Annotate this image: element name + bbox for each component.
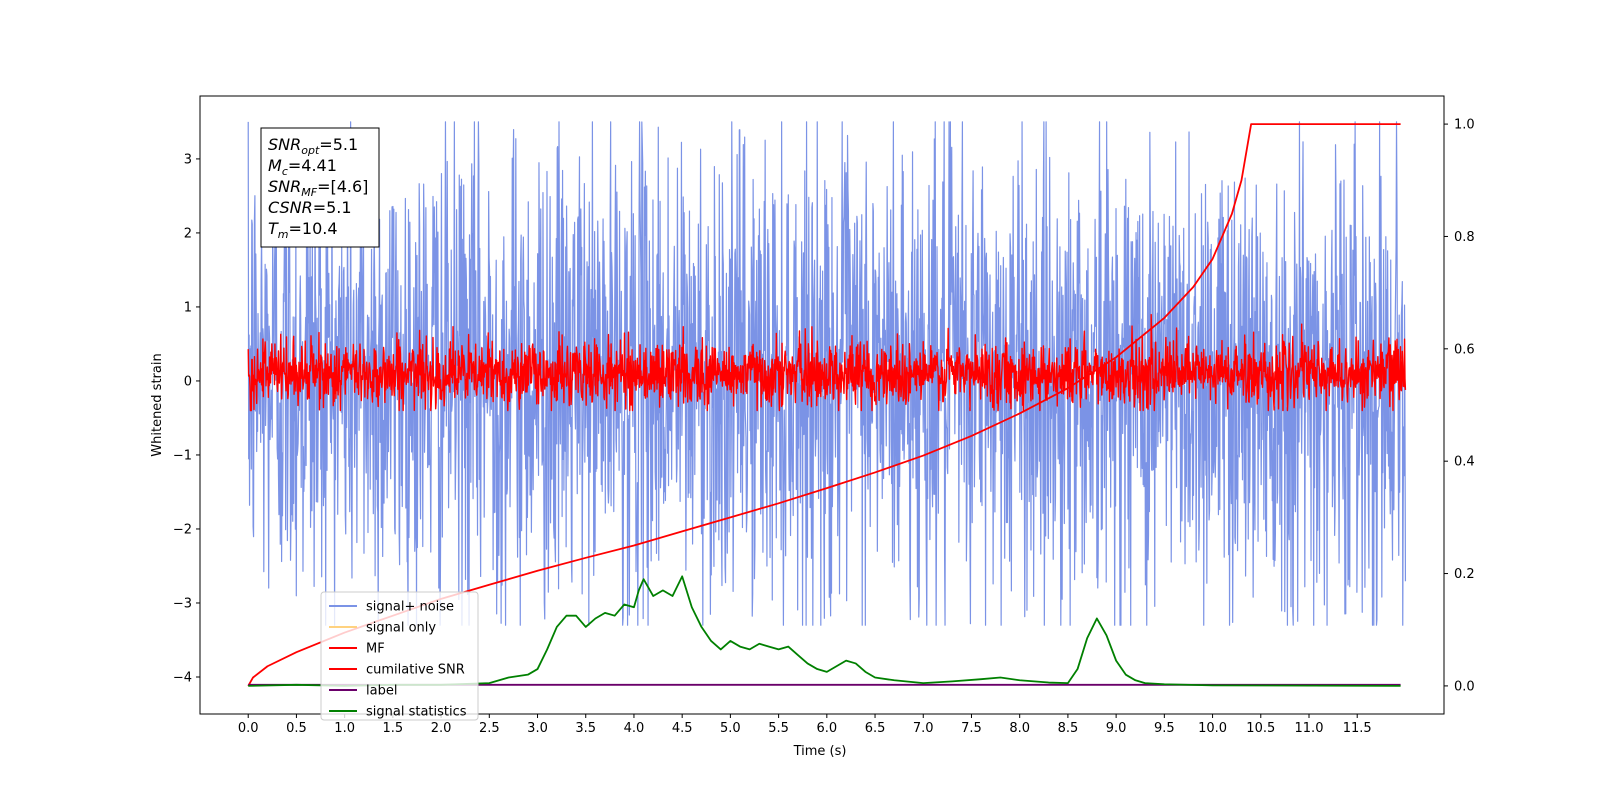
legend: signal+ noise signal only MF cumilative SNR… <box>320 591 479 721</box>
x-tick-label: 2.5 <box>479 721 500 736</box>
y2-tick-label: 0.6 <box>1454 342 1475 357</box>
x-tick-label: 7.5 <box>961 721 982 736</box>
annotation-line: Mc=4.41 <box>268 156 337 178</box>
y-tick-label: −3 <box>173 596 192 611</box>
annotation-subscript: m <box>278 228 289 241</box>
x-axis: 0.0 0.5 1.0 1.5 2.0 2.5 3.0 3.5 4.0 4.5 5.0 5.5 6.0 6… <box>238 714 1372 736</box>
y2-tick-label: 0.8 <box>1454 230 1475 245</box>
annotation-line: Tm=10.4 <box>268 219 338 241</box>
y-tick-label: −1 <box>173 448 192 463</box>
x-tick-label: 5.0 <box>720 721 741 736</box>
legend-label: signal+ noise <box>366 600 454 615</box>
annotation-subscript: opt <box>301 144 320 157</box>
x-tick-label: 2.0 <box>431 721 452 736</box>
annotation-symbol: SNR <box>268 177 301 196</box>
y2-tick-label: 0.2 <box>1454 567 1475 582</box>
series-line-2 <box>247 313 1407 412</box>
annotation-line: SNRMF=[4.6] <box>268 177 368 199</box>
y2-tick-label: 0.0 <box>1454 679 1475 694</box>
annotation-symbol: M <box>268 156 282 175</box>
annotation-value: =5.1 <box>313 198 352 217</box>
legend-label: signal statistics <box>366 705 467 720</box>
y-axis-left: −4 −3 −2 −1 0 1 2 3 <box>173 152 200 685</box>
annotation-box: SNRopt=5.1Mc=4.41SNRMF=[4.6]CSNR=5.1Tm=1… <box>260 127 380 248</box>
x-tick-label: 8.0 <box>1009 721 1030 736</box>
annotation-value: =10.4 <box>289 219 338 238</box>
y-tick-label: −2 <box>173 522 192 537</box>
x-tick-label: 4.0 <box>624 721 645 736</box>
x-tick-label: 7.0 <box>913 721 934 736</box>
legend-items: signal+ noise signal only MF cumilative SNR… <box>329 600 467 720</box>
annotation-lines: SNRopt=5.1Mc=4.41SNRMF=[4.6]CSNR=5.1Tm=1… <box>268 135 368 241</box>
x-tick-label: 0.5 <box>286 721 307 736</box>
annotation-subscript: c <box>282 165 288 178</box>
series-line-5 <box>248 575 1401 687</box>
annotation-subscript: MF <box>301 186 317 199</box>
annotation-value: =4.41 <box>288 156 337 175</box>
annotation-value: =5.1 <box>319 135 358 154</box>
annotation-symbol: CSNR <box>268 198 313 217</box>
legend-label: signal only <box>366 621 436 636</box>
x-tick-label: 5.5 <box>768 721 789 736</box>
legend-label: label <box>366 684 397 699</box>
annotation-line: SNRopt=5.1 <box>268 135 358 157</box>
x-tick-label: 11.5 <box>1343 721 1372 736</box>
y2-tick-label: 0.4 <box>1454 455 1475 470</box>
x-tick-label: 11.0 <box>1295 721 1324 736</box>
x-tick-label: 4.5 <box>672 721 693 736</box>
annotation-line: CSNR=5.1 <box>268 198 352 217</box>
y-tick-label: 3 <box>184 152 192 167</box>
y-tick-label: 1 <box>184 300 192 315</box>
series-line-0 <box>247 121 1407 626</box>
x-tick-label: 3.5 <box>575 721 596 736</box>
legend-label: MF <box>366 642 385 657</box>
y-tick-label: −4 <box>173 670 192 685</box>
legend-label: cumilative SNR <box>366 663 465 678</box>
y2-tick-label: 1.0 <box>1454 118 1475 133</box>
annotation-symbol: T <box>268 219 279 238</box>
x-tick-label: 9.5 <box>1154 721 1175 736</box>
x-tick-label: 8.5 <box>1058 721 1079 736</box>
x-tick-label: 1.5 <box>383 721 404 736</box>
y-axis-right: 0.0 0.2 0.4 0.6 0.8 1.0 <box>1444 118 1475 694</box>
x-tick-label: 6.0 <box>816 721 837 736</box>
y-tick-label: 2 <box>184 226 192 241</box>
y-tick-label: 0 <box>184 374 192 389</box>
annotation-frame <box>260 127 380 248</box>
legend-frame <box>320 591 479 721</box>
annotation-value: =[4.6] <box>317 177 368 196</box>
x-tick-label: 10.0 <box>1198 721 1227 736</box>
x-tick-label: 3.0 <box>527 721 548 736</box>
x-tick-label: 9.0 <box>1106 721 1127 736</box>
annotation-symbol: SNR <box>268 135 301 154</box>
x-tick-label: 0.0 <box>238 721 259 736</box>
plot-frame <box>199 95 1445 715</box>
x-tick-label: 6.5 <box>865 721 886 736</box>
y-axis-label: Whitened strain <box>150 353 165 456</box>
x-tick-label: 1.0 <box>334 721 355 736</box>
x-axis-label: Time (s) <box>793 744 847 759</box>
x-tick-label: 10.5 <box>1246 721 1275 736</box>
